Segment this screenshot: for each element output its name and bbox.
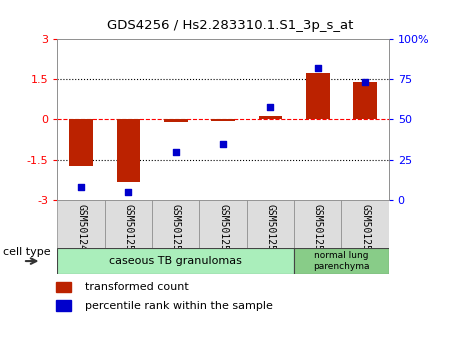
Text: transformed count: transformed count <box>85 282 189 292</box>
Bar <box>56 281 71 292</box>
Bar <box>211 120 235 121</box>
Bar <box>293 248 388 274</box>
Text: percentile rank within the sample: percentile rank within the sample <box>85 301 273 311</box>
Text: GSM501254: GSM501254 <box>312 204 322 257</box>
Text: GSM501252: GSM501252 <box>218 204 228 257</box>
Point <box>313 65 321 71</box>
Text: GSM501255: GSM501255 <box>359 204 369 257</box>
Text: GSM501249: GSM501249 <box>76 204 86 257</box>
Bar <box>105 200 152 248</box>
Bar <box>57 200 105 248</box>
Text: GSM501251: GSM501251 <box>170 204 180 257</box>
Text: GDS4256 / Hs2.283310.1.S1_3p_s_at: GDS4256 / Hs2.283310.1.S1_3p_s_at <box>106 19 353 33</box>
Bar <box>258 116 282 120</box>
Bar <box>293 200 341 248</box>
Bar <box>341 200 388 248</box>
Point <box>77 184 84 190</box>
Bar <box>163 120 187 122</box>
Point <box>172 149 179 155</box>
Bar <box>117 120 140 182</box>
Bar <box>305 73 329 120</box>
Bar <box>353 82 376 120</box>
Bar <box>69 120 93 166</box>
Bar <box>56 300 71 311</box>
Bar <box>57 248 293 274</box>
Text: GSM501250: GSM501250 <box>123 204 133 257</box>
Bar <box>246 200 293 248</box>
Text: normal lung
parenchyma: normal lung parenchyma <box>313 251 369 271</box>
Text: GSM501253: GSM501253 <box>265 204 275 257</box>
Text: cell type: cell type <box>3 247 51 257</box>
Point <box>124 189 132 195</box>
Bar <box>152 200 199 248</box>
Text: caseous TB granulomas: caseous TB granulomas <box>109 256 242 266</box>
Point <box>266 104 274 109</box>
Point <box>361 80 368 85</box>
Bar <box>199 200 246 248</box>
Point <box>219 141 226 147</box>
